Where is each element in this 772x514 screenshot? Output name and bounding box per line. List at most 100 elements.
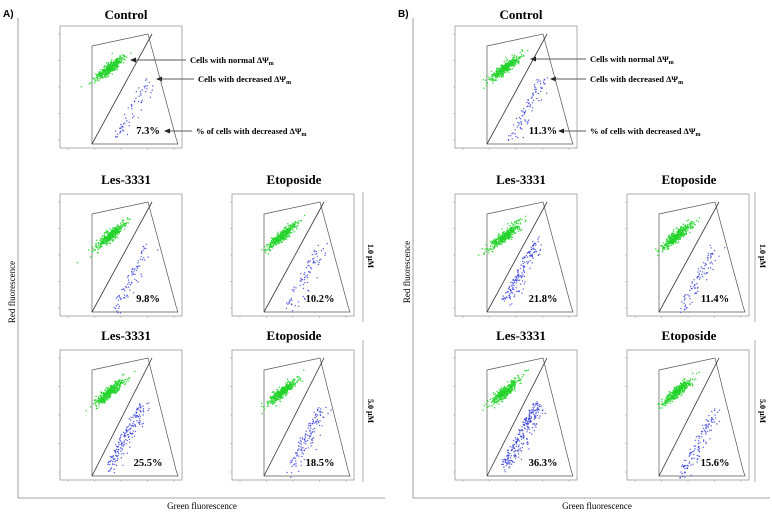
depolarized-cell-dot (693, 279, 695, 281)
depolarized-cell-dot (291, 465, 293, 468)
depolarized-cell-dot (521, 426, 523, 428)
normal-cell-dot (501, 228, 503, 230)
normal-cell-dot (691, 225, 694, 227)
normal-cell-dot (119, 230, 122, 233)
normal-cell-dot (105, 244, 108, 246)
depolarized-cell-dot (685, 293, 687, 296)
depolarized-cell-dot (705, 279, 708, 281)
depolarized-cell-dot (147, 256, 149, 258)
depolarized-cell-dot (298, 305, 300, 307)
depolarized-cell-dot (119, 437, 121, 440)
normal-cell-dot (514, 60, 516, 63)
normal-cell-dot (116, 382, 118, 385)
normal-cell-dot (501, 241, 504, 244)
normal-cell-dot (507, 64, 509, 66)
normal-cell-dot (119, 225, 122, 228)
depolarized-cell-dot (518, 433, 520, 435)
depolarized-cell-dot (522, 111, 524, 113)
depolarized-cell-dot (122, 130, 125, 132)
depolarized-cell-dot (123, 440, 126, 442)
normal-cell-dot (492, 403, 495, 405)
normal-cell-dot (501, 395, 503, 398)
normal-cell-dot (261, 412, 264, 415)
normal-cell-dot (121, 54, 123, 56)
normal-cell-dot (94, 401, 96, 404)
depolarized-cell-dot (299, 280, 302, 282)
depolarized-cell-dot (523, 266, 525, 268)
depolarized-cell-dot (507, 138, 510, 141)
depolarized-cell-dot (508, 294, 510, 297)
depolarized-cell-dot (527, 121, 529, 123)
depolarized-cell-dot (517, 279, 519, 281)
normal-cell-dot (116, 391, 118, 393)
normal-cell-dot (501, 231, 504, 234)
normal-cell-dot (503, 396, 505, 398)
normal-cell-dot (134, 370, 136, 373)
gate-divider (486, 201, 548, 313)
normal-cell-dot (102, 396, 105, 399)
normal-cell-dot (668, 244, 670, 247)
normal-cell-dot (693, 221, 695, 224)
depolarized-cell-dot (523, 418, 526, 420)
depolarized-cell-dot (291, 459, 293, 461)
normal-cell-dot (280, 392, 282, 394)
depolarized-cell-dot (116, 459, 119, 462)
normal-cell-dot (492, 242, 495, 244)
depolarized-cell-dot (128, 435, 130, 438)
normal-cell-dot (512, 228, 515, 230)
normal-cell-dot (100, 401, 103, 403)
normal-cell-dot (122, 382, 124, 384)
depolarized-cell-dot (134, 268, 136, 270)
normal-cell-dot (495, 394, 498, 396)
normal-cell-dot (272, 238, 274, 240)
depolarized-cell-dot (709, 257, 712, 259)
normal-cell-dot (286, 393, 288, 395)
depolarized-cell-dot (530, 415, 532, 417)
depolarized-cell-dot (519, 449, 521, 451)
normal-cell-dot (123, 383, 126, 386)
depolarized-cell-dot (534, 416, 536, 418)
depolarized-cell-dot (697, 271, 699, 273)
depolarized-cell-dot (511, 133, 513, 135)
depolarized-cell-dot (523, 271, 526, 274)
depolarized-cell-dot (683, 299, 686, 301)
normal-cell-dot (92, 402, 95, 405)
normal-cell-dot (486, 399, 489, 402)
normal-cell-dot (681, 230, 684, 232)
normal-cell-dot (513, 54, 516, 57)
depolarized-cell-dot (297, 441, 300, 443)
normal-cell-dot (115, 389, 118, 391)
depolarized-cell-dot (530, 248, 532, 251)
normal-cell-dot (519, 218, 522, 220)
normal-cell-dot (496, 245, 498, 248)
normal-cell-dot (485, 403, 488, 405)
normal-cell-dot (277, 397, 279, 400)
depolarized-cell-dot (515, 276, 517, 278)
panel-title: Les-3331 (101, 328, 151, 343)
normal-cell-dot (511, 389, 513, 392)
normal-cell-dot (510, 228, 513, 231)
normal-cell-dot (105, 387, 107, 389)
panel-title: Etoposide (267, 172, 322, 187)
normal-cell-dot (688, 381, 691, 383)
normal-cell-dot (506, 380, 509, 383)
normal-cell-dot (495, 79, 498, 81)
depolarized-cell-dot (684, 305, 686, 308)
depolarized-cell-dot (115, 464, 118, 467)
normal-cell-dot (109, 387, 112, 389)
normal-cell-dot (497, 235, 499, 237)
normal-cell-dot (500, 68, 502, 70)
depolarized-cell-dot (318, 424, 321, 427)
normal-cell-dot (500, 240, 503, 243)
depolarized-cell-dot (141, 259, 144, 261)
depolarized-cell-dot (149, 96, 152, 98)
normal-cell-dot (494, 245, 496, 247)
depolarized-cell-dot (701, 271, 703, 273)
normal-cell-dot (102, 77, 104, 79)
normal-cell-dot (500, 75, 503, 78)
depolarized-cell-dot (143, 247, 146, 250)
depolarized-cell-dot (130, 282, 133, 284)
panel-letter-a: A) (3, 9, 14, 20)
depolarized-cell-dot (314, 422, 316, 424)
depolarized-cell-dot (327, 412, 329, 415)
